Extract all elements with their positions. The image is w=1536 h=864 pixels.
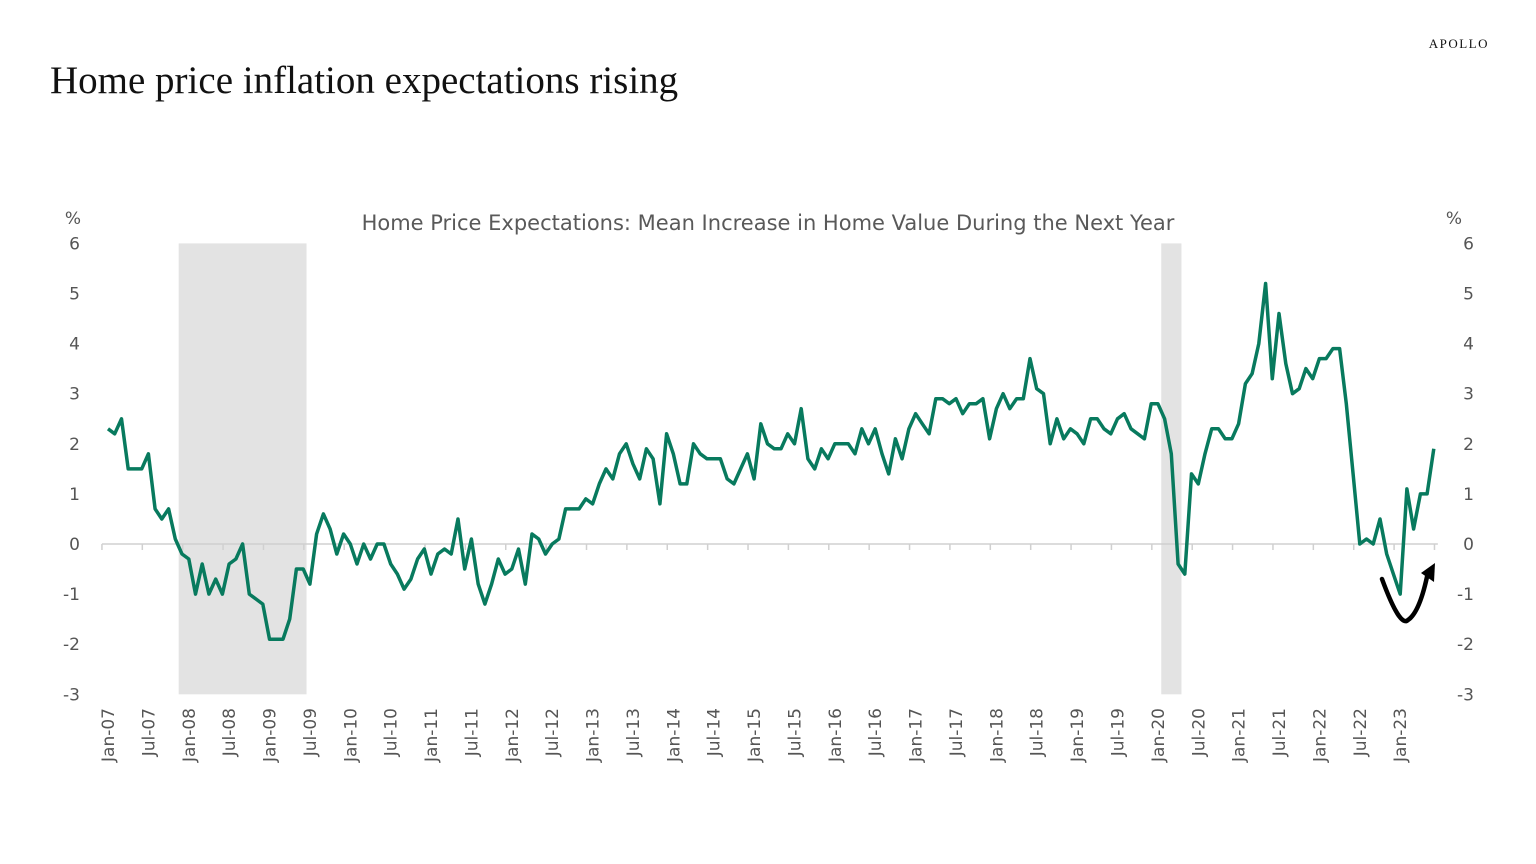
x-tick-label: Jul-14	[705, 708, 725, 757]
x-tick-label: Jul-07	[139, 708, 159, 757]
y-tick-label-left: -1	[63, 585, 80, 605]
x-tick-label: Jan-22	[1310, 708, 1330, 763]
x-tick-label: Jan-10	[341, 708, 361, 763]
y-tick-label-right: 3	[1463, 385, 1474, 405]
y-tick-label-right: -1	[1457, 585, 1474, 605]
x-tick-label: Jan-20	[1149, 708, 1169, 763]
y-tick-label-left: -2	[63, 635, 80, 655]
brand-logo: APOLLO	[1428, 36, 1489, 51]
y-tick-label-left: 2	[69, 435, 80, 455]
x-tick-label: Jan-14	[664, 708, 684, 763]
x-tick-label: Jan-13	[584, 708, 604, 763]
x-tick-label: Jan-23	[1391, 708, 1411, 763]
x-tick-label: Jul-21	[1270, 708, 1290, 757]
x-tick-label: Jan-16	[826, 708, 846, 763]
y-tick-label-right: 5	[1463, 285, 1474, 305]
y-tick-label-right: -2	[1457, 635, 1474, 655]
y-tick-label-left: 6	[69, 234, 80, 254]
y-tick-label-left: 3	[69, 385, 80, 405]
chart-title: Home Price Expectations: Mean Increase i…	[362, 211, 1175, 235]
x-tick-label: Jul-10	[382, 708, 402, 757]
y-tick-label-left: 4	[69, 335, 80, 355]
y-tick-label-right: 1	[1463, 485, 1474, 505]
x-tick-label: Jul-17	[947, 708, 967, 757]
x-tick-label: Jul-18	[1028, 708, 1048, 757]
x-tick-label: Jul-13	[624, 708, 644, 757]
x-tick-label: Jul-16	[866, 708, 886, 757]
x-tick-label: Jan-11	[422, 708, 442, 763]
y-axis-unit-left: %	[65, 209, 81, 229]
x-tick-label: Jul-08	[220, 708, 240, 757]
x-tick-label: Jan-09	[261, 708, 281, 763]
x-tick-label: Jan-19	[1068, 708, 1088, 763]
x-tick-label: Jul-11	[462, 708, 482, 757]
y-tick-label-left: 1	[69, 485, 80, 505]
x-tick-label: Jul-19	[1109, 708, 1129, 757]
curved-arrow-annotation	[1379, 563, 1435, 624]
y-tick-label-left: 5	[69, 285, 80, 305]
y-axis-unit-right: %	[1446, 209, 1462, 229]
x-tick-label: Jan-12	[503, 708, 523, 763]
recession-band	[178, 243, 307, 695]
y-tick-label-right: -3	[1457, 685, 1474, 705]
recession-shading	[178, 243, 1182, 695]
x-tick-label: Jul-09	[301, 708, 321, 757]
x-tick-label: Jan-17	[907, 708, 927, 763]
page-title: Home price inflation expectations rising	[50, 59, 679, 102]
y-tick-label-left: 0	[69, 535, 80, 555]
x-tick-label: Jan-18	[987, 708, 1007, 763]
y-tick-label-right: 0	[1463, 535, 1474, 555]
x-tick-label: Jan-07	[99, 708, 119, 763]
y-tick-label-right: 6	[1463, 234, 1474, 254]
x-tick-label: Jan-15	[745, 708, 765, 763]
x-tick-label: Jan-21	[1230, 708, 1250, 763]
x-tick-label: Jul-22	[1351, 708, 1371, 757]
x-tick-label: Jul-15	[785, 708, 805, 757]
y-tick-label-right: 4	[1463, 335, 1474, 355]
series-line	[106, 281, 1436, 641]
y-tick-label-right: 2	[1463, 435, 1474, 455]
x-tick-label: Jul-20	[1189, 708, 1209, 757]
x-tick-label: Jul-12	[543, 708, 563, 757]
x-tick-label: Jan-08	[180, 708, 200, 763]
y-tick-label-left: -3	[63, 685, 80, 705]
